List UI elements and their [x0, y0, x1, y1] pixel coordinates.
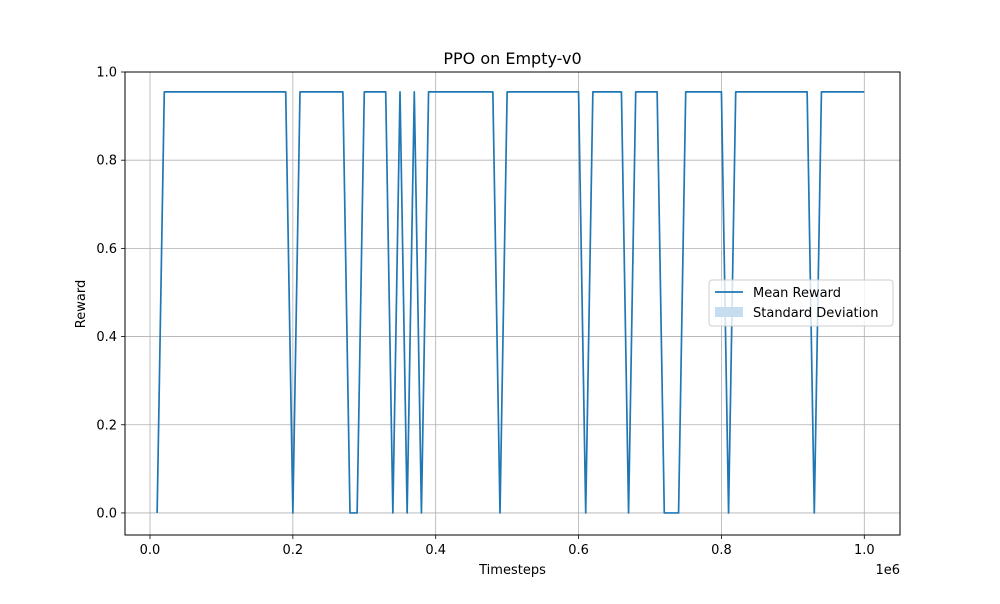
plot-frame [124, 71, 901, 536]
tick-layer: 0.0 0.2 0.4 0.6 0.8 1.0 0.0 0.2 0.4 0.6 0.8 1.0 [96, 66, 874, 559]
legend: Mean Reward Standard Deviation [708, 279, 894, 327]
legend-band-swatch [715, 307, 743, 317]
x-tick-label: 1.0 [854, 543, 875, 558]
y-tick-label: 0.8 [96, 154, 117, 169]
data-layer [156, 90, 865, 514]
series-line-mean-reward [156, 90, 865, 514]
y-tick-label: 0.0 [96, 506, 117, 521]
y-tick-label: 0.4 [96, 330, 117, 345]
x-axis-title: Timesteps [478, 563, 546, 578]
legend-box [708, 279, 894, 327]
legend-label-mean-reward: Mean Reward [753, 286, 841, 301]
x-tick-label: 0.0 [140, 543, 161, 558]
x-tick-label: 0.8 [711, 543, 732, 558]
chart-title: PPO on Empty-v0 [443, 49, 581, 68]
x-tick-label: 0.2 [283, 543, 304, 558]
x-tick-label: 0.6 [568, 543, 589, 558]
y-axis-title: Reward [74, 280, 89, 328]
y-tick-label: 1.0 [96, 66, 117, 81]
x-tick-label: 0.4 [425, 543, 446, 558]
y-tick-label: 0.2 [96, 418, 117, 433]
legend-label-standard-deviation: Standard Deviation [753, 306, 878, 321]
y-tick-label: 0.6 [96, 242, 117, 257]
x-axis-offset-label: 1e6 [875, 563, 900, 578]
